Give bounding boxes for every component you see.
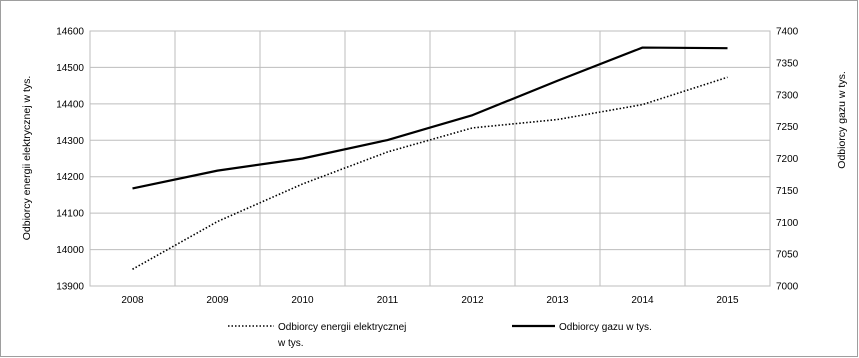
x-tick-label: 2010 bbox=[291, 295, 314, 306]
y-right-tick-label: 7250 bbox=[776, 122, 799, 133]
legend-label: w tys. bbox=[277, 338, 304, 349]
y-left-tick-label: 14500 bbox=[56, 63, 84, 74]
y-left-tick-label: 14400 bbox=[56, 99, 84, 110]
y-axis-left-title: Odbiorcy energii elektrycznej w tys. bbox=[21, 76, 33, 241]
y-right-tick-label: 7200 bbox=[776, 154, 799, 165]
y-left-tick-label: 14600 bbox=[56, 27, 84, 38]
y-right-tick-label: 7300 bbox=[776, 90, 799, 101]
x-tick-label: 2011 bbox=[377, 295, 399, 306]
legend-label: Odbiorcy energii elektrycznej bbox=[278, 322, 406, 333]
tick-labels: 13900 14000 14100 14200 14300 14400 14500 14600… bbox=[56, 27, 798, 307]
y-left-tick-label: 13900 bbox=[56, 282, 84, 293]
y-right-tick-label: 7400 bbox=[776, 27, 799, 38]
legend: Odbiorcy energii elektrycznej w tys. Odbio… bbox=[228, 322, 652, 349]
y-right-tick-label: 7000 bbox=[776, 282, 799, 293]
x-tick-label: 2015 bbox=[716, 295, 739, 306]
x-tick-label: 2014 bbox=[631, 295, 654, 306]
y-right-tick-label: 7150 bbox=[776, 186, 799, 197]
y-right-tick-label: 7350 bbox=[776, 58, 799, 69]
y-left-tick-label: 14100 bbox=[56, 209, 84, 220]
y-left-tick-label: 14300 bbox=[56, 136, 84, 147]
x-tick-label: 2009 bbox=[206, 295, 229, 306]
y-left-tick-label: 14000 bbox=[56, 245, 84, 256]
axes bbox=[89, 30, 771, 287]
y-axis-right-title: Odbiorcy gazu w tys. bbox=[836, 71, 848, 168]
series-lines bbox=[132, 46, 728, 270]
series-line-gaz bbox=[132, 46, 728, 190]
y-right-tick-label: 7050 bbox=[776, 250, 799, 261]
y-left-tick-label: 14200 bbox=[56, 172, 84, 183]
series-line-energia bbox=[132, 76, 728, 270]
plot-area-border bbox=[89, 30, 771, 287]
x-tick-label: 2013 bbox=[546, 295, 569, 306]
x-tick-label: 2008 bbox=[121, 295, 144, 306]
x-tick-label: 2012 bbox=[461, 295, 484, 306]
legend-label: Odbiorcy gazu w tys. bbox=[559, 322, 652, 333]
y-right-tick-label: 7100 bbox=[776, 218, 799, 229]
